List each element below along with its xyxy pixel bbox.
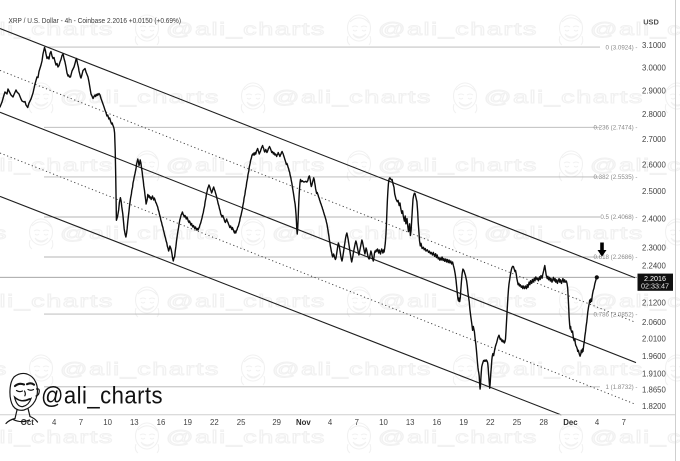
svg-text:7: 7 <box>622 418 626 427</box>
svg-text:1.9100: 1.9100 <box>642 369 667 378</box>
svg-text:28: 28 <box>539 418 548 427</box>
svg-text:Dec: Dec <box>563 418 578 427</box>
svg-text:Nov: Nov <box>296 418 311 427</box>
svg-text:2.2016: 2.2016 <box>644 274 666 283</box>
svg-text:2.7000: 2.7000 <box>642 135 667 144</box>
svg-text:7: 7 <box>79 418 83 427</box>
svg-text:25: 25 <box>237 418 246 427</box>
svg-text:1 (1.8732) -: 1 (1.8732) - <box>606 384 638 391</box>
svg-text:13: 13 <box>406 418 415 427</box>
svg-text:0.382 (2.5535) -: 0.382 (2.5535) - <box>593 174 637 181</box>
svg-text:22: 22 <box>210 418 219 427</box>
svg-text:7: 7 <box>355 418 359 427</box>
svg-text:13: 13 <box>130 418 139 427</box>
svg-text:3.1000: 3.1000 <box>642 41 667 50</box>
svg-text:2.9000: 2.9000 <box>642 86 667 95</box>
svg-text:2.2400: 2.2400 <box>642 261 667 270</box>
svg-text:2.6000: 2.6000 <box>642 160 667 169</box>
svg-text:Oct: Oct <box>21 418 34 427</box>
svg-text:4: 4 <box>595 418 600 427</box>
svg-text:4: 4 <box>328 418 333 427</box>
svg-text:2.3000: 2.3000 <box>642 243 667 252</box>
svg-text:19: 19 <box>183 418 192 427</box>
svg-text:25: 25 <box>513 418 522 427</box>
svg-text:0.5 (2.4068) -: 0.5 (2.4068) - <box>600 214 637 221</box>
svg-text:29: 29 <box>272 418 281 427</box>
svg-text:@ali_charts: @ali_charts <box>41 383 163 410</box>
svg-text:16: 16 <box>433 418 442 427</box>
svg-text:0.618 (2.2686) -: 0.618 (2.2686) - <box>593 254 637 261</box>
svg-text:2.0100: 2.0100 <box>642 335 667 344</box>
svg-text:4: 4 <box>52 418 57 427</box>
svg-text:2.5000: 2.5000 <box>642 187 667 196</box>
svg-text:2.0600: 2.0600 <box>642 318 667 327</box>
svg-text:XRP / U.S. Dollar - 4h - Coinb: XRP / U.S. Dollar - 4h - Coinbase 2.2016… <box>9 16 182 25</box>
svg-text:0.236 (2.7474) -: 0.236 (2.7474) - <box>593 125 637 132</box>
svg-text:02:33:47: 02:33:47 <box>641 282 669 291</box>
svg-text:10: 10 <box>103 418 112 427</box>
svg-text:1.8200: 1.8200 <box>642 402 667 411</box>
svg-text:2.8000: 2.8000 <box>642 110 667 119</box>
svg-text:16: 16 <box>157 418 166 427</box>
svg-text:22: 22 <box>486 418 495 427</box>
svg-text:19: 19 <box>459 418 468 427</box>
svg-text:2.1200: 2.1200 <box>642 299 667 308</box>
svg-text:USD: USD <box>643 18 659 27</box>
svg-text:10: 10 <box>379 418 388 427</box>
svg-text:3.0000: 3.0000 <box>642 63 667 72</box>
svg-text:0 (3.0924) -: 0 (3.0924) - <box>606 44 638 51</box>
svg-text:1.8650: 1.8650 <box>642 385 667 394</box>
svg-text:1.9600: 1.9600 <box>642 352 667 361</box>
svg-text:2.4000: 2.4000 <box>642 215 667 224</box>
